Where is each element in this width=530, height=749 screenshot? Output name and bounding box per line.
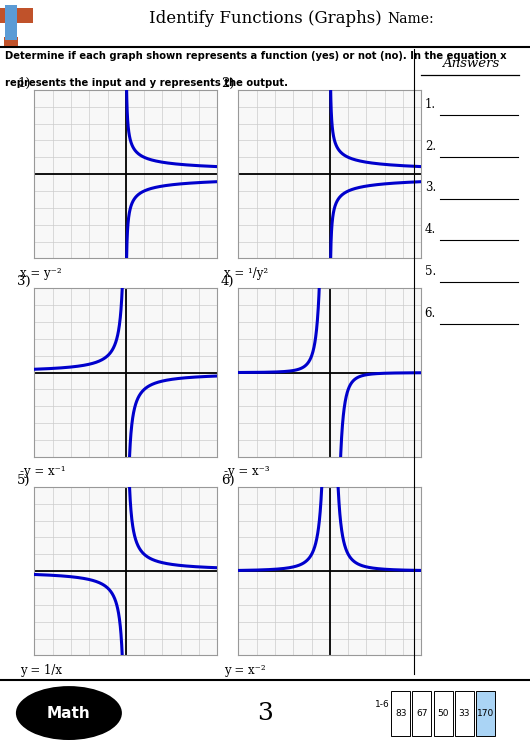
Text: 83: 83 — [395, 709, 407, 718]
Text: Answers: Answers — [441, 58, 499, 70]
Text: -y = x⁻¹: -y = x⁻¹ — [20, 465, 66, 479]
Text: 4): 4) — [221, 275, 234, 288]
Text: 2): 2) — [221, 76, 234, 90]
Bar — [0, 7, 33, 23]
Text: Math: Math — [47, 706, 91, 721]
Text: 1-6: 1-6 — [375, 700, 390, 709]
Text: 3): 3) — [17, 275, 31, 288]
FancyBboxPatch shape — [434, 691, 453, 736]
Text: 6.: 6. — [425, 307, 436, 320]
Text: 3: 3 — [257, 702, 273, 724]
Text: x = ¹/y²: x = ¹/y² — [224, 267, 268, 280]
Text: x = y⁻²: x = y⁻² — [20, 267, 61, 280]
Text: y = x⁻²: y = x⁻² — [224, 664, 266, 677]
Text: -y = x⁻³: -y = x⁻³ — [224, 465, 270, 479]
Text: 4.: 4. — [425, 223, 436, 236]
Bar — [4, 37, 18, 46]
Text: 6): 6) — [221, 473, 235, 487]
Text: 5.: 5. — [425, 265, 436, 278]
Text: Name:: Name: — [387, 11, 434, 25]
FancyBboxPatch shape — [391, 691, 410, 736]
FancyBboxPatch shape — [476, 691, 495, 736]
Text: y = 1/x: y = 1/x — [20, 664, 62, 677]
Ellipse shape — [16, 686, 122, 740]
Bar — [5, 5, 17, 40]
Text: 33: 33 — [458, 709, 470, 718]
Text: 5): 5) — [17, 473, 30, 487]
Text: 50: 50 — [437, 709, 449, 718]
Text: 1): 1) — [17, 76, 30, 90]
Text: 2.: 2. — [425, 139, 436, 153]
FancyBboxPatch shape — [412, 691, 431, 736]
FancyBboxPatch shape — [455, 691, 474, 736]
Text: 1.: 1. — [425, 97, 436, 111]
Text: 170: 170 — [477, 709, 494, 718]
Text: 3.: 3. — [425, 181, 436, 194]
Text: 67: 67 — [416, 709, 428, 718]
Text: Identify Functions (Graphs): Identify Functions (Graphs) — [148, 10, 382, 27]
Text: Determine if each graph shown represents a function (yes) or not (no). In the eq: Determine if each graph shown represents… — [5, 51, 507, 61]
Text: represents the input and y represents the output.: represents the input and y represents th… — [5, 77, 288, 88]
